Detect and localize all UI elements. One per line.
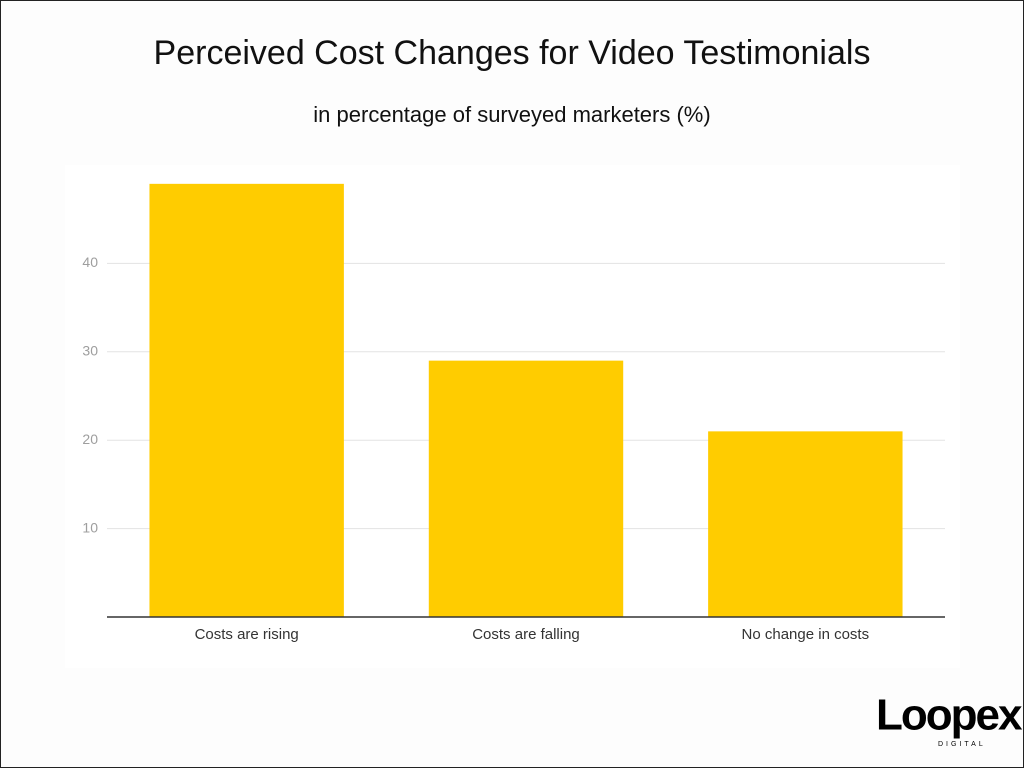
logo-tagline: DIGITAL [938,741,986,748]
logo-name: Loopex [876,691,1023,740]
x-tick-label: Costs are falling [472,626,580,643]
x-tick-label: Costs are rising [195,626,299,643]
y-tick-label: 40 [82,254,98,270]
y-tick-label: 10 [82,519,98,535]
chart-subtitle: in percentage of surveyed marketers (%) [313,102,710,127]
bar [428,360,624,617]
bar [708,431,903,617]
chart-title: Perceived Cost Changes for Video Testimo… [154,34,871,72]
y-tick-label: 30 [82,343,98,359]
x-tick-label: No change in costs [742,626,870,643]
y-tick-label: 20 [82,431,98,447]
bar [149,183,344,617]
